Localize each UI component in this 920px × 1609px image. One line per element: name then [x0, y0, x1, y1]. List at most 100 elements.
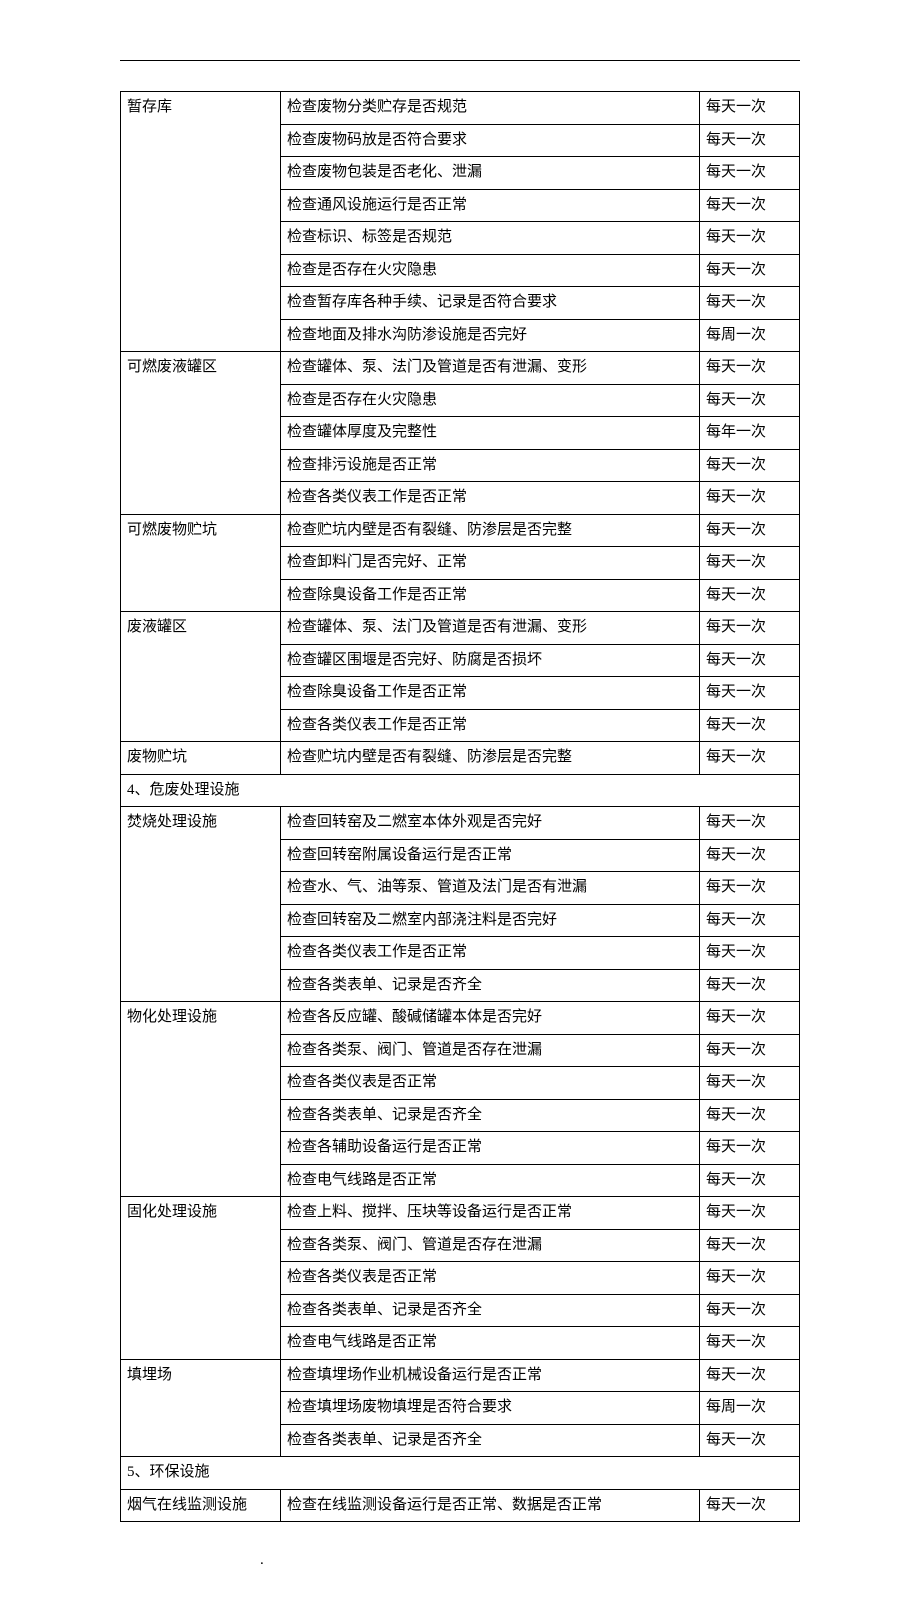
area-cell: 可燃废液罐区 [121, 352, 281, 515]
item-cell: 检查废物码放是否符合要求 [281, 124, 700, 157]
freq-cell: 每天一次 [700, 742, 800, 775]
item-cell: 检查罐体、泵、法门及管道是否有泄漏、变形 [281, 612, 700, 645]
item-cell: 检查在线监测设备运行是否正常、数据是否正常 [281, 1489, 700, 1522]
table-row: 物化处理设施检查各反应罐、酸碱储罐本体是否完好每天一次 [121, 1002, 800, 1035]
freq-cell: 每天一次 [700, 514, 800, 547]
item-cell: 检查填埋场废物填埋是否符合要求 [281, 1392, 700, 1425]
item-cell: 检查上料、搅拌、压块等设备运行是否正常 [281, 1197, 700, 1230]
section-header-row: 4、危废处理设施 [121, 774, 800, 807]
table-row: 焚烧处理设施检查回转窑及二燃室本体外观是否完好每天一次 [121, 807, 800, 840]
freq-cell: 每周一次 [700, 1392, 800, 1425]
item-cell: 检查除臭设备工作是否正常 [281, 677, 700, 710]
item-cell: 检查暂存库各种手续、记录是否符合要求 [281, 287, 700, 320]
freq-cell: 每天一次 [700, 1099, 800, 1132]
item-cell: 检查排污设施是否正常 [281, 449, 700, 482]
freq-cell: 每天一次 [700, 254, 800, 287]
area-cell: 暂存库 [121, 92, 281, 352]
freq-cell: 每天一次 [700, 579, 800, 612]
inspection-table: 暂存库检查废物分类贮存是否规范每天一次检查废物码放是否符合要求每天一次检查废物包… [120, 91, 800, 1522]
item-cell: 检查回转窑及二燃室内部浇注料是否完好 [281, 904, 700, 937]
freq-cell: 每天一次 [700, 92, 800, 125]
freq-cell: 每天一次 [700, 124, 800, 157]
freq-cell: 每天一次 [700, 1294, 800, 1327]
freq-cell: 每天一次 [700, 482, 800, 515]
item-cell: 检查除臭设备工作是否正常 [281, 579, 700, 612]
item-cell: 检查各类仪表是否正常 [281, 1262, 700, 1295]
item-cell: 检查罐区围堰是否完好、防腐是否损坏 [281, 644, 700, 677]
freq-cell: 每天一次 [700, 1164, 800, 1197]
area-cell: 烟气在线监测设施 [121, 1489, 281, 1522]
freq-cell: 每天一次 [700, 157, 800, 190]
table-row: 废液罐区检查罐体、泵、法门及管道是否有泄漏、变形每天一次 [121, 612, 800, 645]
item-cell: 检查废物包装是否老化、泄漏 [281, 157, 700, 190]
area-cell: 废液罐区 [121, 612, 281, 742]
freq-cell: 每天一次 [700, 222, 800, 255]
item-cell: 检查各类泵、阀门、管道是否存在泄漏 [281, 1034, 700, 1067]
section-header-row: 5、环保设施 [121, 1457, 800, 1490]
freq-cell: 每周一次 [700, 319, 800, 352]
freq-cell: 每天一次 [700, 1359, 800, 1392]
item-cell: 检查卸料门是否完好、正常 [281, 547, 700, 580]
item-cell: 检查填埋场作业机械设备运行是否正常 [281, 1359, 700, 1392]
table-row: 烟气在线监测设施检查在线监测设备运行是否正常、数据是否正常每天一次 [121, 1489, 800, 1522]
item-cell: 检查废物分类贮存是否规范 [281, 92, 700, 125]
item-cell: 检查贮坑内壁是否有裂缝、防渗层是否完整 [281, 514, 700, 547]
freq-cell: 每天一次 [700, 612, 800, 645]
item-cell: 检查各类仪表工作是否正常 [281, 709, 700, 742]
freq-cell: 每天一次 [700, 677, 800, 710]
area-cell: 废物贮坑 [121, 742, 281, 775]
section-header-cell: 4、危废处理设施 [121, 774, 800, 807]
freq-cell: 每天一次 [700, 937, 800, 970]
item-cell: 检查各类表单、记录是否齐全 [281, 1099, 700, 1132]
freq-cell: 每年一次 [700, 417, 800, 450]
item-cell: 检查回转窑及二燃室本体外观是否完好 [281, 807, 700, 840]
item-cell: 检查水、气、油等泵、管道及法门是否有泄漏 [281, 872, 700, 905]
freq-cell: 每天一次 [700, 547, 800, 580]
freq-cell: 每天一次 [700, 287, 800, 320]
item-cell: 检查各反应罐、酸碱储罐本体是否完好 [281, 1002, 700, 1035]
item-cell: 检查各辅助设备运行是否正常 [281, 1132, 700, 1165]
item-cell: 检查罐体、泵、法门及管道是否有泄漏、变形 [281, 352, 700, 385]
top-rule [120, 60, 800, 61]
table-row: 填埋场检查填埋场作业机械设备运行是否正常每天一次 [121, 1359, 800, 1392]
freq-cell: 每天一次 [700, 1262, 800, 1295]
item-cell: 检查标识、标签是否规范 [281, 222, 700, 255]
area-cell: 填埋场 [121, 1359, 281, 1457]
freq-cell: 每天一次 [700, 1197, 800, 1230]
freq-cell: 每天一次 [700, 904, 800, 937]
table-row: 暂存库检查废物分类贮存是否规范每天一次 [121, 92, 800, 125]
freq-cell: 每天一次 [700, 1067, 800, 1100]
freq-cell: 每天一次 [700, 644, 800, 677]
freq-cell: 每天一次 [700, 1034, 800, 1067]
item-cell: 检查各类表单、记录是否齐全 [281, 1424, 700, 1457]
item-cell: 检查地面及排水沟防渗设施是否完好 [281, 319, 700, 352]
area-cell: 焚烧处理设施 [121, 807, 281, 1002]
freq-cell: 每天一次 [700, 1132, 800, 1165]
area-cell: 可燃废物贮坑 [121, 514, 281, 612]
footer-mark: . [120, 1522, 800, 1569]
item-cell: 检查各类仪表工作是否正常 [281, 937, 700, 970]
freq-cell: 每天一次 [700, 1327, 800, 1360]
freq-cell: 每天一次 [700, 1229, 800, 1262]
area-cell: 物化处理设施 [121, 1002, 281, 1197]
freq-cell: 每天一次 [700, 872, 800, 905]
item-cell: 检查电气线路是否正常 [281, 1327, 700, 1360]
freq-cell: 每天一次 [700, 384, 800, 417]
table-row: 固化处理设施检查上料、搅拌、压块等设备运行是否正常每天一次 [121, 1197, 800, 1230]
freq-cell: 每天一次 [700, 709, 800, 742]
item-cell: 检查各类表单、记录是否齐全 [281, 1294, 700, 1327]
table-row: 废物贮坑检查贮坑内壁是否有裂缝、防渗层是否完整每天一次 [121, 742, 800, 775]
table-row: 可燃废液罐区检查罐体、泵、法门及管道是否有泄漏、变形每天一次 [121, 352, 800, 385]
item-cell: 检查通风设施运行是否正常 [281, 189, 700, 222]
area-cell: 固化处理设施 [121, 1197, 281, 1360]
freq-cell: 每天一次 [700, 1489, 800, 1522]
freq-cell: 每天一次 [700, 352, 800, 385]
item-cell: 检查各类泵、阀门、管道是否存在泄漏 [281, 1229, 700, 1262]
item-cell: 检查罐体厚度及完整性 [281, 417, 700, 450]
freq-cell: 每天一次 [700, 1424, 800, 1457]
freq-cell: 每天一次 [700, 807, 800, 840]
freq-cell: 每天一次 [700, 1002, 800, 1035]
table-row: 可燃废物贮坑检查贮坑内壁是否有裂缝、防渗层是否完整每天一次 [121, 514, 800, 547]
section-header-cell: 5、环保设施 [121, 1457, 800, 1490]
item-cell: 检查各类仪表工作是否正常 [281, 482, 700, 515]
